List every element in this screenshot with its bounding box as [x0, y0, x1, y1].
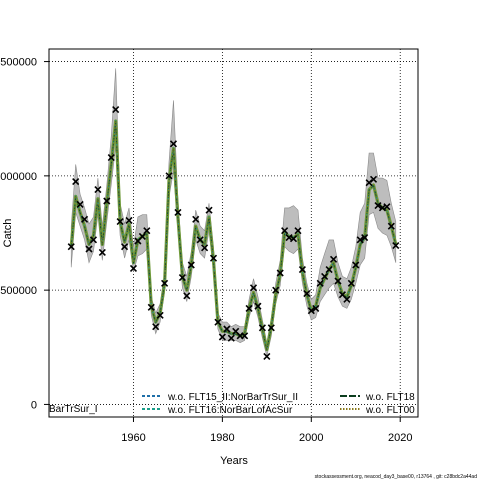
observed-point-1968 [165, 172, 173, 180]
legend-left-fragment: BarTrSur_I [49, 404, 98, 415]
observed-point-1950 [85, 245, 93, 253]
observed-point-2015 [374, 202, 382, 210]
observed-point-1974 [192, 215, 200, 223]
observed-point-2000 [307, 307, 315, 315]
observed-point-2012 [361, 234, 369, 242]
observed-point-1946 [67, 243, 75, 251]
observed-point-1989 [258, 324, 266, 332]
observed-point-1993 [276, 269, 284, 277]
x-tick-label-1: 1980 [210, 432, 234, 444]
x-axis-label: Years [220, 455, 248, 467]
observed-point-1947 [72, 178, 80, 186]
observed-point-1999 [303, 290, 311, 298]
observed-point-1955 [107, 154, 115, 162]
observed-point-1979 [214, 318, 222, 326]
observed-point-1949 [81, 215, 89, 223]
observed-point-1952 [94, 186, 102, 194]
observed-point-1976 [201, 244, 209, 252]
series-line-0 [70, 121, 397, 351]
observed-point-2002 [316, 279, 324, 287]
observed-point-2014 [369, 175, 378, 183]
observed-point-1987 [249, 284, 258, 292]
observed-point-1982 [227, 334, 235, 342]
x-tick-label-2: 2000 [299, 432, 323, 444]
observed-point-1948 [76, 200, 84, 208]
observed-point-1975 [196, 236, 204, 244]
legend-label-2: w.o. FLT18 [365, 392, 415, 403]
observed-point-2003 [321, 272, 329, 280]
observed-point-2018 [387, 222, 395, 230]
legend-label-1: w.o. FLT16:NorBarLofAcSur [167, 405, 293, 416]
observed-point-1965 [152, 323, 160, 331]
observed-point-2005 [329, 255, 338, 263]
observed-point-1981 [223, 325, 231, 333]
observed-point-1970 [174, 208, 182, 216]
y-tick-label-2: 1000000 [0, 171, 37, 183]
observed-point-1966 [156, 311, 164, 319]
observed-point-1953 [98, 248, 106, 256]
grid-lines [49, 49, 418, 417]
observed-point-1958 [121, 243, 129, 251]
observed-point-1973 [187, 261, 195, 269]
observed-point-1964 [147, 303, 155, 311]
observed-point-1969 [169, 140, 178, 148]
observed-points [67, 106, 400, 360]
observed-point-1960 [129, 264, 138, 272]
observed-point-1959 [125, 216, 133, 224]
legend-label-3: w.o. FLT00 [365, 405, 415, 416]
x-axis-ticks: 1960 1980 2000 2020 [121, 417, 412, 444]
observed-point-2006 [334, 277, 342, 285]
observed-point-1951 [89, 236, 98, 244]
observed-point-1996 [289, 235, 298, 243]
observed-point-1971 [178, 274, 186, 282]
observed-point-1967 [161, 279, 169, 287]
y-tick-label-1: 500000 [0, 285, 37, 297]
observed-point-1956 [112, 106, 120, 114]
y-tick-label-3: 1500000 [0, 57, 37, 69]
legend: BarTrSur_I w.o. FLT15_II:NorBarTrSur_IIw… [49, 392, 415, 416]
observed-point-1986 [245, 304, 253, 312]
observed-point-1985 [241, 332, 249, 340]
observed-point-1962 [138, 232, 146, 240]
footer-credit: stockassessment.org, neacod_day3_base00,… [315, 474, 478, 480]
observed-point-1963 [143, 227, 151, 235]
observed-point-2010 [352, 261, 360, 269]
observed-point-1992 [272, 286, 280, 294]
observed-point-1957 [116, 218, 124, 226]
observed-point-1980 [218, 333, 226, 341]
observed-point-2009 [347, 279, 355, 287]
observed-point-1994 [281, 227, 289, 235]
x-tick-label-0: 1960 [121, 432, 145, 444]
plot-frame [48, 48, 419, 418]
legend-label-0: w.o. FLT15_II:NorBarTrSur_II [167, 392, 298, 403]
y-axis-ticks: 0 500000 1000000 1500000 [0, 57, 49, 411]
observed-point-2001 [312, 304, 320, 312]
observed-point-1954 [103, 197, 111, 205]
observed-point-1991 [267, 324, 275, 332]
observed-point-2011 [356, 236, 364, 244]
observed-point-2017 [383, 203, 391, 211]
x-tick-label-3: 2020 [388, 432, 412, 444]
observed-point-1998 [298, 266, 306, 274]
observed-point-1972 [183, 292, 191, 300]
observed-point-2008 [343, 295, 351, 303]
y-tick-label-0: 0 [31, 399, 37, 411]
observed-point-1988 [254, 302, 262, 310]
observed-point-1990 [263, 352, 271, 360]
observed-point-1977 [205, 206, 213, 214]
observed-point-1978 [209, 254, 218, 262]
observed-point-1997 [294, 227, 302, 235]
observed-point-2004 [325, 266, 333, 274]
y-axis-label: Catch [2, 219, 14, 248]
observed-point-2019 [392, 242, 400, 250]
